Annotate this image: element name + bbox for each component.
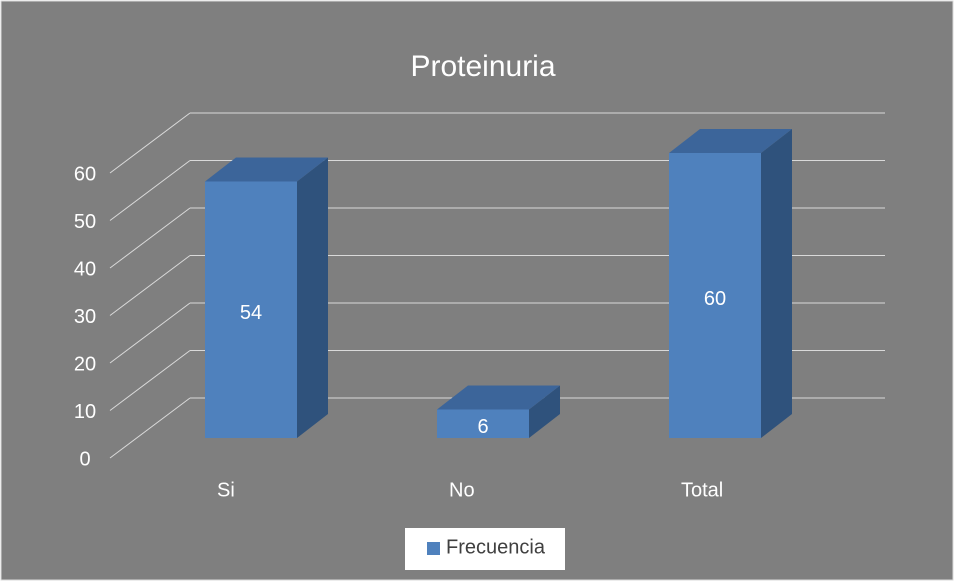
y-tick-label: 50: [74, 211, 96, 233]
y-tick-label: 60: [74, 163, 96, 185]
bar: [669, 153, 761, 438]
y-tick-label: 10: [74, 401, 96, 423]
bar: [437, 409, 529, 438]
x-tick-label: Total: [681, 479, 723, 501]
chart-title: Proteinuria: [410, 50, 555, 83]
y-tick-label: 20: [74, 353, 96, 375]
legend-label: Frecuencia: [446, 536, 546, 558]
bar-top: [669, 129, 792, 153]
y-tick-label: 40: [74, 258, 96, 280]
x-tick-label: No: [449, 479, 475, 501]
grid-line: [109, 160, 191, 221]
grid-line: [109, 302, 191, 364]
grid-line: [109, 397, 191, 459]
data-label: 60: [704, 288, 726, 310]
bar-side: [297, 157, 328, 438]
bar-side: [529, 385, 560, 438]
grid-line: [109, 350, 191, 411]
bar-top: [437, 385, 560, 410]
bar-top: [205, 157, 328, 182]
bar: [205, 181, 297, 438]
data-label: 54: [240, 302, 262, 324]
data-label: 6: [477, 416, 488, 438]
bar-side: [761, 129, 792, 438]
y-tick-label: 0: [79, 448, 90, 470]
grid-line: [109, 207, 191, 269]
y-tick-label: 30: [74, 306, 96, 328]
grid-line: [109, 112, 191, 174]
legend-swatch: [427, 542, 440, 555]
grid-line: [109, 255, 191, 316]
legend: Frecuencia: [405, 528, 565, 570]
x-tick-label: Si: [217, 479, 235, 501]
